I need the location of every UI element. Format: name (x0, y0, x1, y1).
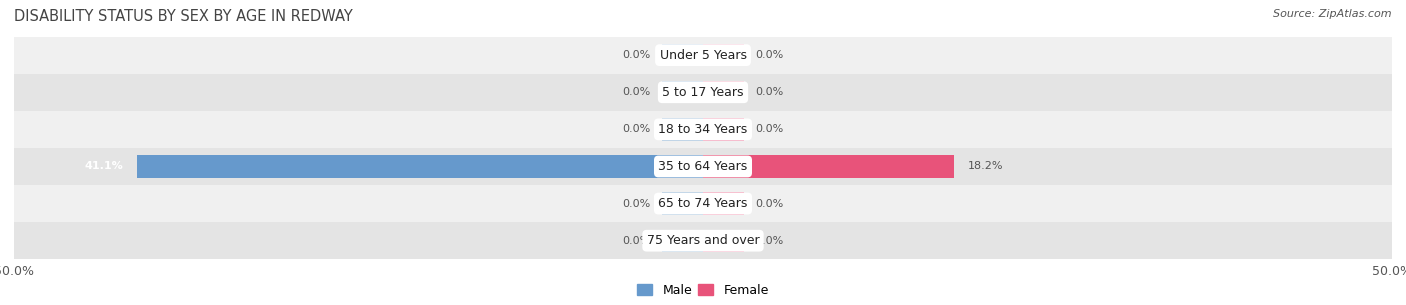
Bar (662, 81, 703, 103)
Bar (662, 44, 703, 66)
Text: 0.0%: 0.0% (755, 124, 783, 135)
Bar (703, 118, 744, 141)
Bar (136, 155, 703, 178)
Text: 5 to 17 Years: 5 to 17 Years (662, 86, 744, 99)
Bar (703, 44, 744, 66)
Bar (14, 222, 1392, 259)
Legend: Male, Female: Male, Female (633, 279, 773, 302)
Text: 18 to 34 Years: 18 to 34 Years (658, 123, 748, 136)
Bar (14, 37, 1392, 74)
Bar (14, 74, 1392, 111)
Bar (703, 81, 744, 103)
Text: 0.0%: 0.0% (623, 124, 651, 135)
Bar (662, 192, 703, 215)
Text: 75 Years and over: 75 Years and over (647, 234, 759, 247)
Text: 0.0%: 0.0% (755, 50, 783, 60)
Text: 18.2%: 18.2% (967, 161, 1002, 171)
Text: Source: ZipAtlas.com: Source: ZipAtlas.com (1274, 9, 1392, 19)
Bar (662, 230, 703, 252)
Text: 35 to 64 Years: 35 to 64 Years (658, 160, 748, 173)
Bar (14, 148, 1392, 185)
Text: Under 5 Years: Under 5 Years (659, 49, 747, 62)
Text: 0.0%: 0.0% (623, 236, 651, 246)
Bar (703, 230, 744, 252)
Text: 41.1%: 41.1% (84, 161, 122, 171)
Text: 0.0%: 0.0% (623, 87, 651, 97)
Text: 0.0%: 0.0% (755, 236, 783, 246)
Text: 0.0%: 0.0% (755, 199, 783, 209)
Text: 0.0%: 0.0% (623, 199, 651, 209)
Bar (703, 155, 953, 178)
Text: 0.0%: 0.0% (623, 50, 651, 60)
Text: 65 to 74 Years: 65 to 74 Years (658, 197, 748, 210)
Bar (14, 185, 1392, 222)
Bar (662, 118, 703, 141)
Bar (14, 111, 1392, 148)
Text: 0.0%: 0.0% (755, 87, 783, 97)
Bar (703, 192, 744, 215)
Text: DISABILITY STATUS BY SEX BY AGE IN REDWAY: DISABILITY STATUS BY SEX BY AGE IN REDWA… (14, 9, 353, 24)
